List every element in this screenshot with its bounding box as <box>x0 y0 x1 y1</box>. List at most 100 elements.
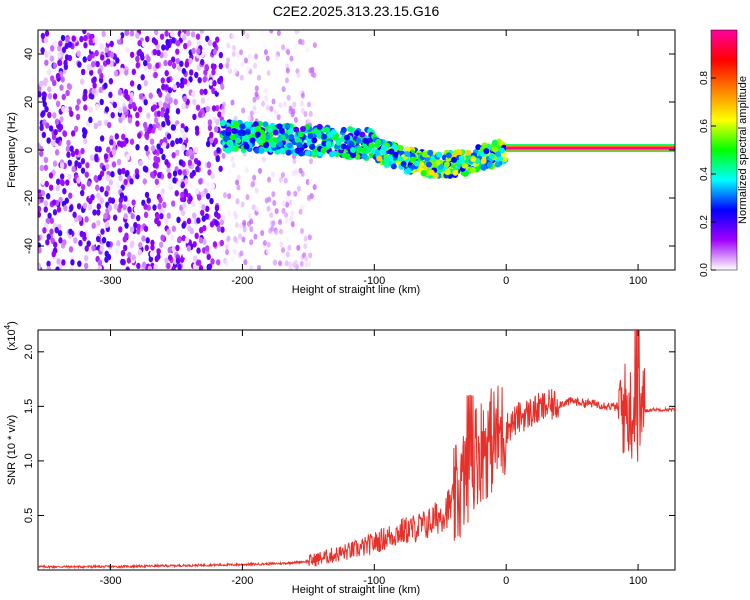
heatmap-cell <box>254 91 259 98</box>
heatmap-cell <box>168 183 173 191</box>
heatmap-cell <box>62 187 67 195</box>
heatmap-cell <box>281 200 286 207</box>
heatmap-cell <box>108 179 114 186</box>
heatmap-cell <box>278 102 283 109</box>
heatmap-cell <box>167 86 173 94</box>
heatmap-cell <box>293 190 298 197</box>
heatmap-cell <box>272 129 279 136</box>
heatmap-cell <box>171 225 177 232</box>
heatmap-cell <box>483 148 490 155</box>
heatmap-cell <box>196 217 201 224</box>
heatmap-cell <box>276 136 283 143</box>
heatmap-cell <box>288 266 293 270</box>
heatmap-cell <box>296 185 301 192</box>
heatmap-cell <box>42 119 47 126</box>
heatmap-cell <box>181 103 186 110</box>
heatmap-cell <box>306 101 311 108</box>
heatmap-cell <box>108 91 113 99</box>
heatmap-cell <box>194 125 200 132</box>
heatmap-cell <box>242 226 247 233</box>
heatmap-cell <box>38 234 41 242</box>
heatmap-cell <box>196 247 201 254</box>
heatmap-cell <box>47 111 52 119</box>
heatmap-cell <box>203 120 208 127</box>
heatmap-cell <box>249 226 254 233</box>
heatmap-cell <box>90 45 95 52</box>
heatmap-cell <box>227 167 232 174</box>
heatmap-cell <box>111 161 117 168</box>
heatmap-cell <box>240 61 245 68</box>
heatmap-cell <box>62 239 67 246</box>
heatmap-cell <box>308 252 313 259</box>
spectrogram-y-axis: -40 -20 0 20 40 <box>23 48 675 254</box>
heatmap-cell <box>207 39 213 47</box>
heatmap-cell <box>154 255 159 263</box>
heatmap-cell <box>264 95 269 102</box>
heatmap-cell <box>191 200 196 208</box>
heatmap-cell <box>205 105 210 113</box>
heatmap-cell <box>194 71 199 79</box>
heatmap-cell <box>214 210 219 218</box>
heatmap-cell <box>198 178 203 185</box>
heatmap-cell <box>249 239 254 246</box>
heatmap-cell <box>124 30 130 36</box>
heatmap-cell <box>188 76 193 83</box>
heatmap-cell <box>146 197 151 204</box>
snr-plot-area <box>37 329 676 571</box>
snr-scale-prefix: (x10 <box>6 329 18 350</box>
heatmap-cell <box>266 70 271 77</box>
heatmap-cell <box>84 171 90 178</box>
heatmap-cell <box>42 227 47 234</box>
heatmap-cell <box>203 88 208 95</box>
heatmap-cell <box>299 100 304 107</box>
heatmap-cell <box>269 30 274 34</box>
heatmap-cell <box>177 263 182 270</box>
colorbar-axis: 0.0 0.2 0.4 0.6 0.8 <box>699 71 716 277</box>
heatmap-cell <box>290 221 295 228</box>
heatmap-cell <box>271 220 276 227</box>
heatmap-cell <box>119 192 125 199</box>
heatmap-cell <box>328 151 335 158</box>
heatmap-cell <box>149 171 155 178</box>
heatmap-cell <box>61 46 67 53</box>
heatmap-cell <box>443 161 450 168</box>
heatmap-cell <box>52 93 58 100</box>
heatmap-cell <box>49 217 55 224</box>
heatmap-cell <box>244 121 251 128</box>
heatmap-cell <box>278 188 283 195</box>
x-tick-label: -200 <box>231 575 253 587</box>
y-tick-label: -40 <box>23 238 35 254</box>
heatmap-cell <box>225 147 232 154</box>
heatmap-cell <box>137 39 142 47</box>
heatmap-cell <box>40 47 45 54</box>
heatmap-cell <box>99 197 104 205</box>
heatmap-cell <box>45 193 51 200</box>
heatmap-cell <box>213 219 219 226</box>
heatmap-cell <box>239 123 246 130</box>
heatmap-cell <box>67 159 72 167</box>
heatmap-cell <box>344 134 351 141</box>
heatmap-cell <box>174 190 179 197</box>
heatmap-cell <box>79 35 84 43</box>
heatmap-cell <box>61 105 66 113</box>
heatmap-cell <box>293 116 298 123</box>
heatmap-cell <box>76 177 81 184</box>
heatmap-cell <box>145 35 150 43</box>
y-tick-label: 1.5 <box>23 399 35 414</box>
heatmap-cell <box>269 105 274 112</box>
heatmap-cell <box>109 40 114 48</box>
heatmap-cell <box>148 153 153 160</box>
heatmap-cell <box>308 110 313 117</box>
heatmap-cell <box>131 254 136 261</box>
heatmap-cell <box>122 204 127 211</box>
heatmap-cell <box>340 143 347 150</box>
heatmap-cell <box>155 122 161 129</box>
heatmap-cell <box>306 195 311 202</box>
heatmap-cell <box>223 135 230 142</box>
heatmap-cell <box>97 259 103 266</box>
heatmap-cell <box>312 72 317 79</box>
heatmap-cell <box>234 222 239 229</box>
heatmap-cell <box>38 205 42 213</box>
heatmap-cell <box>240 201 245 208</box>
heatmap-cell <box>96 219 101 227</box>
